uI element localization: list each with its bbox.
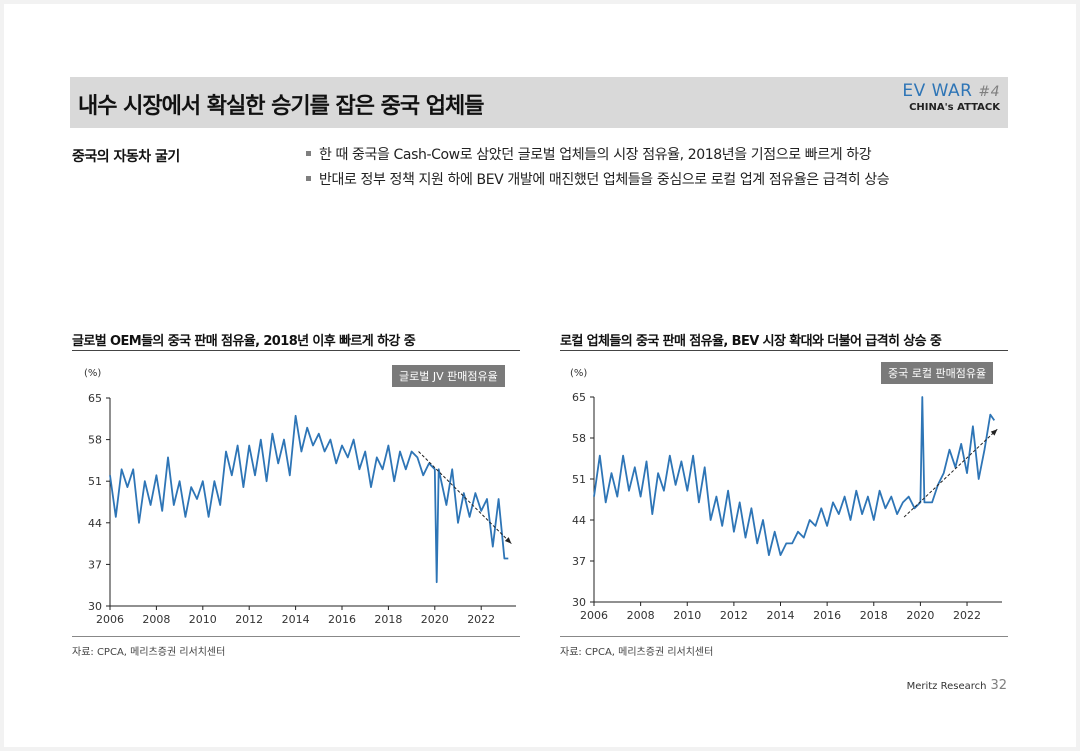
page-number: 32 (990, 678, 1007, 693)
footer: Meritz Research 32 (907, 678, 1007, 693)
right-chart-bottom-rule (560, 636, 1008, 637)
x-tick-label: 2022 (467, 613, 495, 626)
x-tick-label: 2018 (374, 613, 402, 626)
x-tick-label: 2016 (328, 613, 356, 626)
footer-label: Meritz Research (906, 681, 987, 692)
series-line (109, 414, 509, 584)
y-tick-label: 30 (572, 596, 586, 609)
y-tick-label: 30 (88, 600, 102, 613)
y-tick-label: 51 (572, 473, 586, 486)
left-chart-legend: 글로벌 JV 판매점유율 (392, 365, 505, 387)
x-tick-label: 2012 (720, 609, 748, 622)
x-tick-label: 2008 (142, 613, 170, 626)
y-tick-label: 65 (88, 392, 102, 405)
x-tick-label: 2014 (767, 609, 795, 622)
x-tick-label: 2008 (627, 609, 655, 622)
x-tick-label: 2010 (189, 613, 217, 626)
x-tick-label: 2006 (580, 609, 608, 622)
x-tick-label: 2012 (235, 613, 263, 626)
bullet-item: 한 때 중국을 Cash-Cow로 삼았던 글로벌 업체들의 시장 점유율, 2… (306, 143, 996, 168)
brand-subtitle: CHINA's ATTACK (909, 102, 1000, 113)
x-tick-label: 2022 (953, 609, 981, 622)
x-tick-label: 2020 (421, 613, 449, 626)
brand-main: EV WAR (902, 81, 973, 101)
trend-arrow-head (990, 429, 998, 436)
x-tick-label: 2006 (96, 613, 124, 626)
right-chart-title-rule (560, 350, 1008, 351)
right-chart-title: 로컬 업체들의 중국 판매 점유율, BEV 시장 확대와 더불어 급격히 상승… (560, 334, 942, 349)
brand-logo: EV WAR #4 CHINA's ATTACK (890, 82, 1000, 115)
y-tick-label: 58 (572, 432, 586, 445)
left-chart-title-rule (72, 350, 520, 351)
x-tick-label: 2010 (673, 609, 701, 622)
y-tick-label: 44 (88, 517, 102, 530)
y-tick-label: 65 (572, 391, 586, 404)
right-chart-source: 자료: CPCA, 메리츠증권 리서치센터 (560, 647, 714, 658)
right-chart-legend: 중국 로컬 판매점유율 (881, 362, 994, 384)
bullet-list: 한 때 중국을 Cash-Cow로 삼았던 글로벌 업체들의 시장 점유율, 2… (306, 143, 996, 193)
y-tick-label: 44 (572, 514, 586, 527)
trend-arrow-line (418, 451, 512, 544)
series-line (593, 396, 996, 556)
left-chart-unit: (%) (84, 368, 102, 379)
page-title: 내수 시장에서 확실한 승기를 잡은 중국 업체들 (78, 94, 485, 119)
y-tick-label: 58 (88, 434, 102, 447)
x-tick-label: 2016 (813, 609, 841, 622)
trend-arrow-line (903, 428, 998, 518)
title-bar: 내수 시장에서 확실한 승기를 잡은 중국 업체들 EV WAR #4 CHIN… (70, 77, 1008, 128)
trend-arrow-head (504, 537, 512, 544)
right-chart-unit: (%) (570, 368, 588, 379)
section-label: 중국의 자동차 굴기 (72, 149, 180, 165)
y-tick-label: 37 (572, 555, 586, 568)
x-tick-label: 2020 (906, 609, 934, 622)
bullet-item: 반대로 정부 정책 지원 하에 BEV 개발에 매진했던 업체들을 중심으로 로… (306, 168, 996, 193)
bullet-square-icon (306, 150, 311, 156)
left-chart-bottom-rule (72, 636, 520, 637)
bullet-square-icon (306, 175, 311, 181)
left-chart-source: 자료: CPCA, 메리츠증권 리서치센터 (72, 647, 226, 658)
y-tick-label: 37 (88, 558, 102, 571)
brand-number: #4 (978, 84, 1000, 100)
x-tick-label: 2014 (282, 613, 310, 626)
y-tick-label: 51 (88, 475, 102, 488)
x-tick-label: 2018 (860, 609, 888, 622)
left-chart-title: 글로벌 OEM들의 중국 판매 점유율, 2018년 이후 빠르게 하강 중 (72, 334, 416, 349)
